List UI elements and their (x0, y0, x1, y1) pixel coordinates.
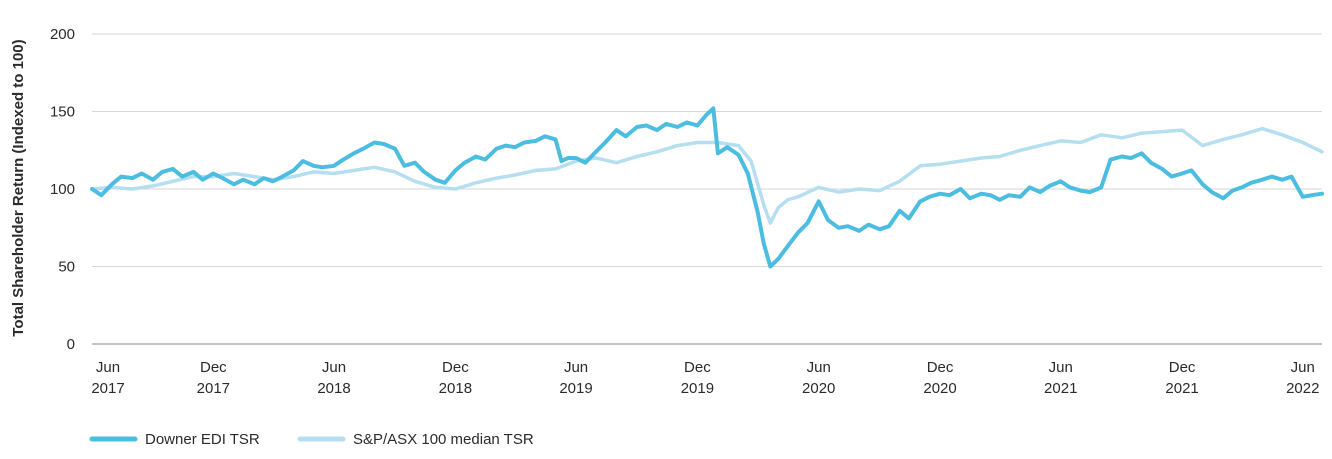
gridlines (92, 33, 1322, 345)
y-tick-label: 100 (50, 181, 75, 198)
x-tick-label: Jun 2020 (802, 359, 835, 397)
x-tick-label: Dec 2018 (439, 359, 472, 397)
x-tick-label: Jun 2022 (1286, 359, 1319, 397)
x-tick-label: Jun 2021 (1044, 359, 1077, 397)
y-tick-label: 150 (50, 104, 75, 121)
x-tick-label: Dec 2021 (1165, 359, 1198, 397)
y-tick-labels: 0 50 100 150 200 (50, 26, 75, 353)
y-tick-label: 200 (50, 26, 75, 43)
x-tick-labels: Jun 2017 Dec 2017 Jun 2018 Dec 2018 Jun 2019 Dec 20… (91, 359, 1319, 397)
legend-label-downer: Downer EDI TSR (145, 431, 260, 448)
x-tick-label: Dec 2020 (923, 359, 956, 397)
x-tick-label: Dec 2017 (197, 359, 230, 397)
x-tick-label: Jun 2018 (317, 359, 350, 397)
y-tick-label: 50 (58, 259, 75, 276)
series-line-downer-edi (90, 106, 1324, 269)
x-tick-label: Dec 2019 (681, 359, 714, 397)
legend: Downer EDI TSR S&P/ASX 100 median TSR (89, 431, 534, 448)
series-lines (90, 106, 1324, 269)
x-tick-label: Jun 2019 (559, 359, 592, 397)
y-tick-label: 0 (67, 336, 75, 353)
x-tick-label: Jun 2017 (91, 359, 124, 397)
legend-label-asx100: S&P/ASX 100 median TSR (353, 431, 534, 448)
y-axis-title: Total Shareholder Return (Indexed to 100… (10, 39, 27, 336)
series-line-asx100-median (90, 126, 1324, 225)
